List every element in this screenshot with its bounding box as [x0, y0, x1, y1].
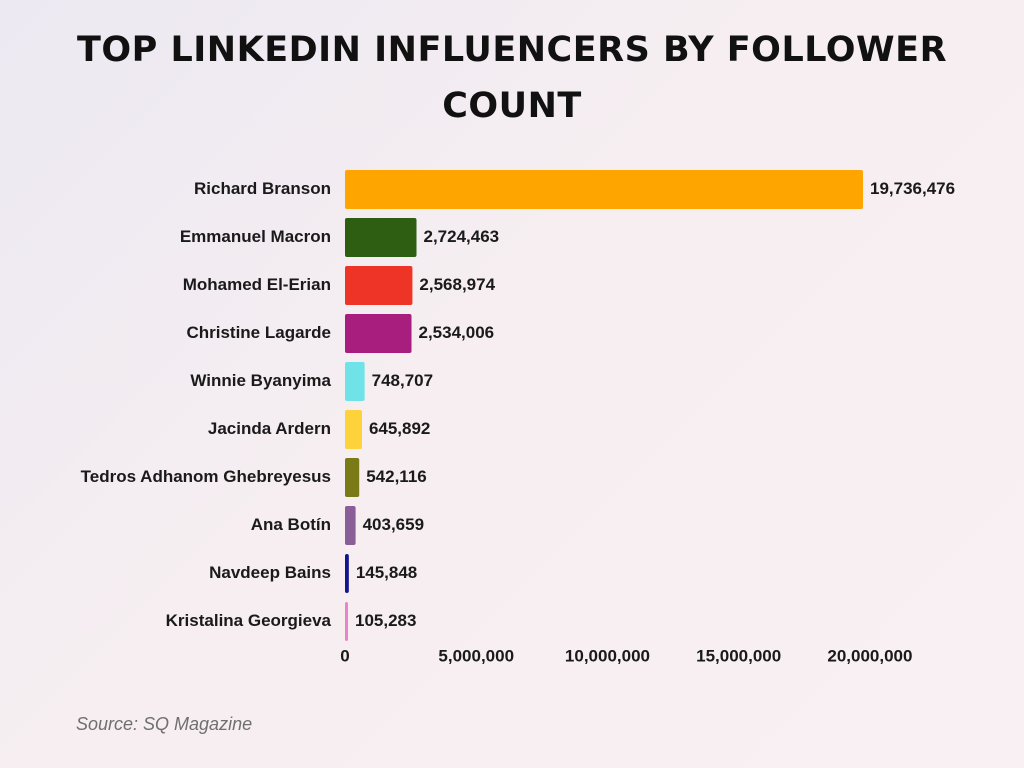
value-label-emmanuel-macron: 2,724,463: [424, 227, 500, 246]
value-label-winnie-byanyima: 748,707: [372, 371, 433, 390]
category-labels: Richard Branson Emmanuel Macron Mohamed El…: [81, 179, 332, 630]
value-label-ana-botin: 403,659: [363, 515, 424, 534]
category-label-mohamed-el-erian: Mohamed El-Erian: [183, 275, 331, 294]
bar-richard-branson: [345, 170, 863, 209]
bar-winnie-byanyima: [345, 362, 365, 401]
bar-christine-lagarde: [345, 314, 412, 353]
category-label-winnie-byanyima: Winnie Byanyima: [190, 371, 331, 390]
value-label-jacinda-ardern: 645,892: [369, 419, 430, 438]
category-label-ana-botin: Ana Botín: [251, 515, 331, 534]
x-tick-label: 5,000,000: [438, 646, 514, 665]
x-axis-tick-labels: 0 5,000,000 10,000,000 15,000,000 20,000,000: [340, 646, 912, 665]
category-label-navdeep-bains: Navdeep Bains: [209, 563, 331, 582]
bar-ana-botin: [345, 506, 356, 545]
bar-navdeep-bains: [345, 554, 349, 593]
bar-mohamed-el-erian: [345, 266, 413, 305]
value-labels: 19,736,476 2,724,463 2,568,974 2,534,006 748…: [355, 179, 955, 630]
value-label-christine-lagarde: 2,534,006: [419, 323, 495, 342]
category-label-emmanuel-macron: Emmanuel Macron: [180, 227, 331, 246]
value-label-mohamed-el-erian: 2,568,974: [419, 275, 495, 294]
bar-tedros-adhanom-ghebreyesus: [345, 458, 360, 497]
bar-jacinda-ardern: [345, 410, 362, 449]
bars-group: [345, 170, 863, 641]
source-note: Source: SQ Magazine: [76, 714, 253, 734]
category-label-kristalina-georgieva: Kristalina Georgieva: [166, 611, 332, 630]
bar-emmanuel-macron: [345, 218, 417, 257]
x-tick-label: 0: [340, 646, 349, 665]
value-label-tedros-adhanom-ghebreyesus: 542,116: [366, 467, 427, 486]
x-tick-label: 20,000,000: [827, 646, 912, 665]
category-label-richard-branson: Richard Branson: [194, 179, 331, 198]
chart-title: TOP LINKEDIN INFLUENCERS BY FOLLOWER COU…: [76, 30, 948, 126]
x-tick-label: 10,000,000: [565, 646, 650, 665]
category-label-tedros-adhanom-ghebreyesus: Tedros Adhanom Ghebreyesus: [81, 467, 331, 486]
value-label-richard-branson: 19,736,476: [870, 179, 955, 198]
category-label-christine-lagarde: Christine Lagarde: [186, 323, 331, 342]
category-label-jacinda-ardern: Jacinda Ardern: [208, 419, 331, 438]
x-tick-label: 15,000,000: [696, 646, 781, 665]
bar-kristalina-georgieva: [345, 602, 348, 641]
value-label-kristalina-georgieva: 105,283: [355, 611, 416, 630]
value-label-navdeep-bains: 145,848: [356, 563, 417, 582]
